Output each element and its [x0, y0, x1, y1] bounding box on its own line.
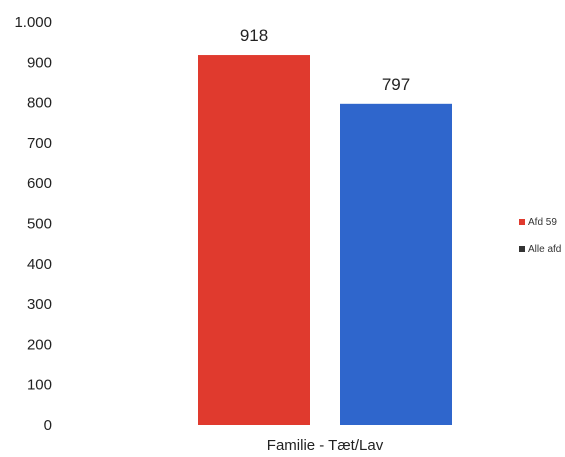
bars	[198, 55, 452, 426]
y-tick-label: 800	[27, 95, 52, 112]
y-tick-label: 100	[27, 377, 52, 394]
data-labels: 918 797	[240, 26, 410, 94]
bar	[198, 55, 310, 426]
legend-label: Alle afd	[528, 244, 561, 255]
y-tick-label: 900	[27, 54, 52, 71]
legend-swatch	[519, 246, 525, 252]
y-tick-label: 400	[27, 256, 52, 273]
data-label: 918	[240, 26, 268, 45]
x-category-label: Familie - Tæt/Lav	[267, 437, 384, 454]
y-axis-ticks: 0 100 200 300 400 500 600 700 800 900 1.000	[14, 14, 52, 434]
x-axis-labels: Familie - Tæt/Lav	[267, 437, 384, 454]
y-tick-label: 0	[44, 417, 52, 434]
y-tick-label: 300	[27, 296, 52, 313]
legend-label: Afd 59	[528, 217, 557, 228]
y-tick-label: 1.000	[14, 14, 52, 31]
y-tick-label: 200	[27, 336, 52, 353]
data-label: 797	[382, 75, 410, 94]
legend-swatch	[519, 219, 525, 225]
legend: Afd 59 Alle afd	[519, 217, 561, 255]
y-tick-label: 600	[27, 175, 52, 192]
bar	[340, 103, 452, 426]
y-tick-label: 500	[27, 216, 52, 233]
y-tick-label: 700	[27, 135, 52, 152]
